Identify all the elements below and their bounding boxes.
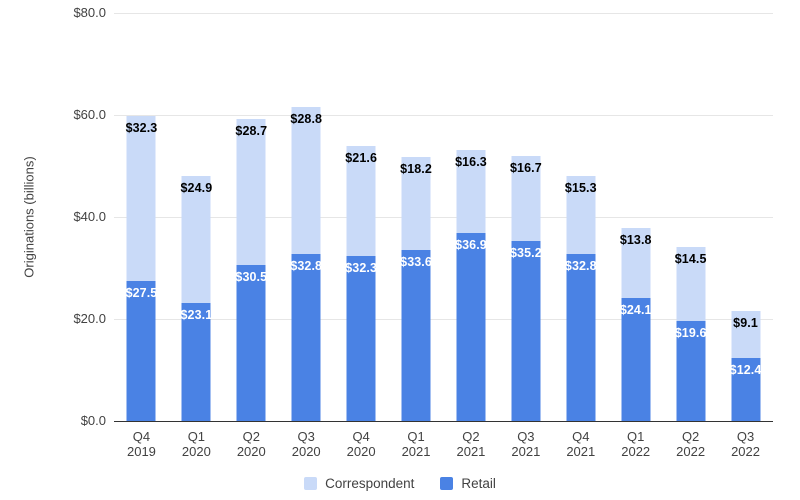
bar-segment-retail[interactable] [181,303,211,421]
bar-value-label: $13.8 [619,232,652,247]
legend-label: Correspondent [325,475,415,491]
bar-value-label: $24.1 [619,303,652,318]
x-tick-label: Q2 2020 [236,429,266,459]
bar-segment-correspondent[interactable] [236,119,266,266]
bar-value-label: $12.4 [729,362,762,377]
legend-item-retail: Retail [440,476,496,491]
bar-value-label: $33.6 [400,254,432,269]
bar-value-label: $27.5 [125,285,158,300]
bar-value-label: $35.2 [509,246,542,261]
bar-group: $32.8 $28.8 [279,13,334,421]
y-tick-label: $80.0 [73,5,106,20]
bar-segment-correspondent[interactable] [676,247,706,322]
bar-segment-correspondent[interactable] [566,175,596,254]
bar-value-label: $9.1 [733,316,758,331]
bar-segment-retail[interactable] [126,280,156,421]
bar-group: $32.3 $21.6 [334,13,389,421]
bar-segment-retail[interactable] [731,357,761,421]
bar-segment-correspondent[interactable] [126,116,156,281]
bar-group: $19.6 $14.5 [663,13,718,421]
bar-segment-correspondent[interactable] [456,149,486,233]
y-tick-label: $60.0 [73,107,106,122]
x-tick-label: Q1 2020 [181,429,211,459]
bar-group: $23.1 $24.9 [169,13,224,421]
x-tick-label: Q4 2020 [346,429,376,459]
gridline [114,114,773,116]
bar-group: $27.5 $32.3 [114,13,169,421]
bar-segment-retail[interactable] [291,253,321,421]
bar-value-label: $24.9 [180,181,213,196]
bar-value-label: $32.8 [290,258,323,273]
legend-label: Retail [461,475,496,491]
bar-group: $33.6 $18.2 [389,13,444,421]
x-tick-label: Q1 2021 [401,429,431,459]
bar-group: $32.8 $15.3 [553,13,608,421]
x-tick-label: Q4 2021 [566,429,596,459]
bar-segment-correspondent[interactable] [511,156,541,242]
legend-swatch-icon [440,476,454,490]
bar-segment-correspondent[interactable] [346,146,376,257]
gridline [114,318,773,320]
bar-value-label: $14.5 [674,252,707,267]
x-tick-label: Q2 2022 [676,429,706,459]
legend-item-correspondent: Correspondent [304,476,414,491]
y-tick-label: $20.0 [73,311,106,326]
bar-segment-retail[interactable] [676,321,706,421]
bar-value-label: $18.2 [400,161,432,176]
bar-value-label: $36.9 [455,237,487,252]
gridline [114,12,773,14]
bar-segment-retail[interactable] [621,298,651,421]
bar-segment-retail[interactable] [401,249,431,421]
legend-swatch-icon [304,476,318,490]
x-tick-label: Q1 2022 [621,429,651,459]
bar-segment-correspondent[interactable] [291,106,321,254]
bar-value-label: $28.8 [290,111,323,126]
bar-value-label: $16.7 [509,161,542,176]
bar-value-label: $30.5 [235,270,268,285]
bar-value-label: $32.3 [345,261,377,276]
bar-segment-correspondent[interactable] [621,227,651,299]
bar-segment-correspondent[interactable] [401,156,431,250]
bar-value-label: $32.8 [564,258,597,273]
x-tick-label: Q4 2019 [126,429,156,459]
bar-segment-retail[interactable] [566,253,596,421]
legend: Correspondent Retail [0,472,800,494]
bar-segment-retail[interactable] [346,256,376,421]
x-tick-label: Q3 2020 [291,429,321,459]
x-tick-label: Q3 2022 [731,429,760,459]
y-tick-label: $0.0 [80,413,106,428]
bar-value-label: $15.3 [564,180,597,195]
plot-area: $27.5 $32.3 $23.1 $24.9 $30.5 $28.7 $32.8 $28.8… [114,12,773,422]
bar-value-label: $32.3 [125,121,158,136]
bar-segment-retail[interactable] [456,232,486,421]
bar-segment-correspondent[interactable] [731,311,761,358]
gridline [114,216,773,218]
bar-value-label: $23.1 [180,308,213,323]
bar-value-label: $19.6 [674,326,707,341]
bar-group: $30.5 $28.7 [224,13,279,421]
bar-segment-retail[interactable] [511,241,541,421]
bar-segment-retail[interactable] [236,265,266,421]
bar-group: $35.2 $16.7 [498,13,553,421]
x-tick-label: Q3 2021 [511,429,541,459]
bar-segment-correspondent[interactable] [181,176,211,304]
y-tick-label: $40.0 [73,209,106,224]
bar-value-label: $16.3 [455,154,487,169]
bar-group: $12.4 $9.1 [718,13,773,421]
x-tick-label: Q2 2021 [456,429,486,459]
bar-value-label: $21.6 [345,151,377,166]
bar-group: $36.9 $16.3 [444,13,499,421]
bar-group: $24.1 $13.8 [608,13,663,421]
bar-value-label: $28.7 [235,124,268,139]
x-axis-baseline [114,420,773,422]
